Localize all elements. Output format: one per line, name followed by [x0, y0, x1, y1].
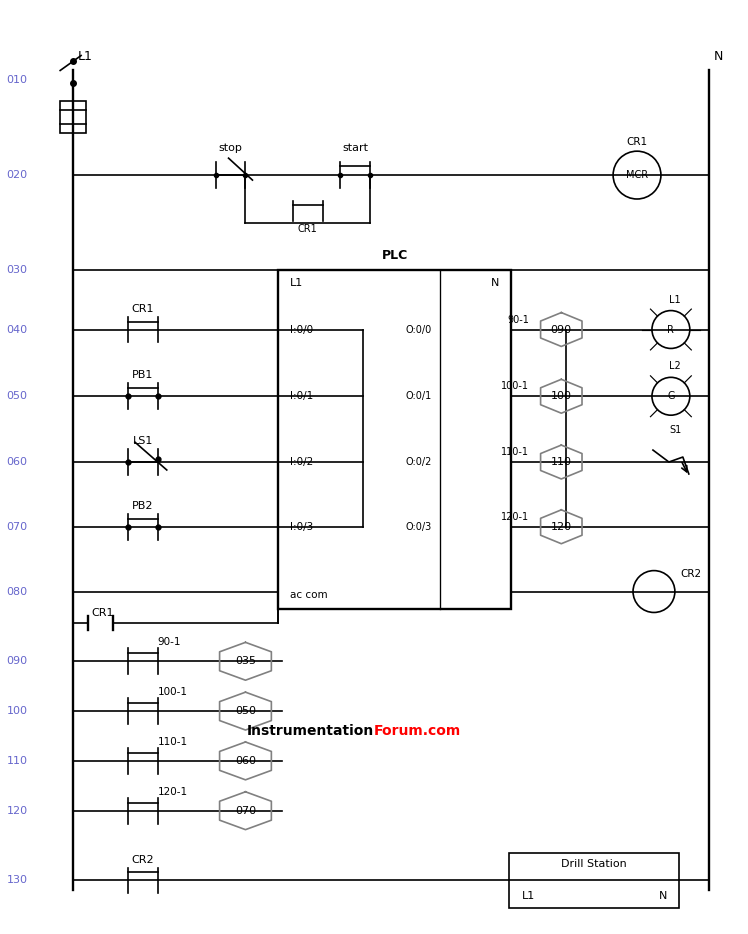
Text: 90-1: 90-1 [158, 637, 181, 647]
Text: 100: 100 [551, 391, 571, 402]
Text: 130: 130 [7, 875, 28, 885]
Text: 100: 100 [7, 706, 28, 716]
Text: 120-1: 120-1 [158, 786, 188, 797]
Text: 120-1: 120-1 [501, 512, 530, 522]
Text: 100-1: 100-1 [501, 381, 530, 391]
Text: stop: stop [218, 143, 242, 153]
Text: PLC: PLC [381, 248, 408, 262]
Text: 110: 110 [7, 756, 28, 766]
Text: 050: 050 [235, 706, 256, 716]
Text: O:0/2: O:0/2 [405, 457, 432, 467]
Text: 040: 040 [7, 324, 28, 334]
Text: 120: 120 [7, 806, 28, 815]
Text: 050: 050 [7, 391, 28, 402]
Text: 90-1: 90-1 [508, 315, 530, 324]
Text: 020: 020 [7, 170, 28, 180]
Text: CR1: CR1 [298, 224, 318, 234]
Text: I:0/2: I:0/2 [290, 457, 313, 467]
Text: 090: 090 [7, 657, 28, 666]
Text: 035: 035 [235, 657, 256, 666]
Text: O:0/1: O:0/1 [405, 391, 432, 402]
Text: start: start [342, 143, 368, 153]
Bar [509, 853, 679, 909]
Text: O:0/3: O:0/3 [405, 522, 432, 531]
Text: L2: L2 [669, 361, 681, 372]
Text: Instrumentation: Instrumentation [247, 724, 374, 738]
Text: MCR: MCR [626, 170, 648, 180]
Text: L1: L1 [290, 277, 304, 288]
Text: 090: 090 [551, 324, 572, 334]
Text: CR2: CR2 [132, 855, 154, 865]
Text: 110: 110 [551, 457, 571, 467]
Text: 060: 060 [235, 756, 256, 766]
Text: 110-1: 110-1 [501, 447, 530, 457]
Text: I:0/1: I:0/1 [290, 391, 313, 402]
Text: R: R [667, 324, 675, 334]
Text: 120: 120 [551, 522, 572, 531]
Text: N: N [658, 891, 667, 901]
Text: O:0/0: O:0/0 [405, 324, 432, 334]
Text: CR2: CR2 [681, 569, 702, 578]
Text: 080: 080 [7, 587, 28, 597]
Text: N: N [491, 277, 500, 288]
Text: 110-1: 110-1 [158, 737, 188, 747]
Text: CR1: CR1 [627, 137, 648, 148]
Text: CR1: CR1 [132, 304, 154, 314]
Text: 100-1: 100-1 [158, 687, 188, 697]
Bar [278, 270, 512, 610]
Text: ac com: ac com [290, 589, 328, 600]
Text: CR1: CR1 [91, 608, 114, 618]
Text: L1: L1 [521, 891, 535, 901]
Text: L1: L1 [669, 294, 681, 304]
Text: L1: L1 [78, 50, 93, 63]
Text: PB2: PB2 [132, 501, 153, 511]
Text: Forum.com: Forum.com [374, 724, 462, 738]
Text: 070: 070 [235, 806, 256, 815]
Bar [60, 102, 86, 134]
Text: 010: 010 [7, 76, 28, 85]
Text: PB1: PB1 [132, 370, 153, 380]
Text: 030: 030 [7, 264, 28, 275]
Text: G: G [667, 391, 675, 402]
Text: Drill Station: Drill Station [561, 858, 627, 869]
Text: LS1: LS1 [132, 436, 153, 446]
Text: N: N [714, 50, 723, 63]
Text: 060: 060 [7, 457, 28, 467]
Text: S1: S1 [669, 425, 682, 435]
Text: I:0/3: I:0/3 [290, 522, 313, 531]
Text: I:0/0: I:0/0 [290, 324, 313, 334]
Text: 070: 070 [7, 522, 28, 531]
